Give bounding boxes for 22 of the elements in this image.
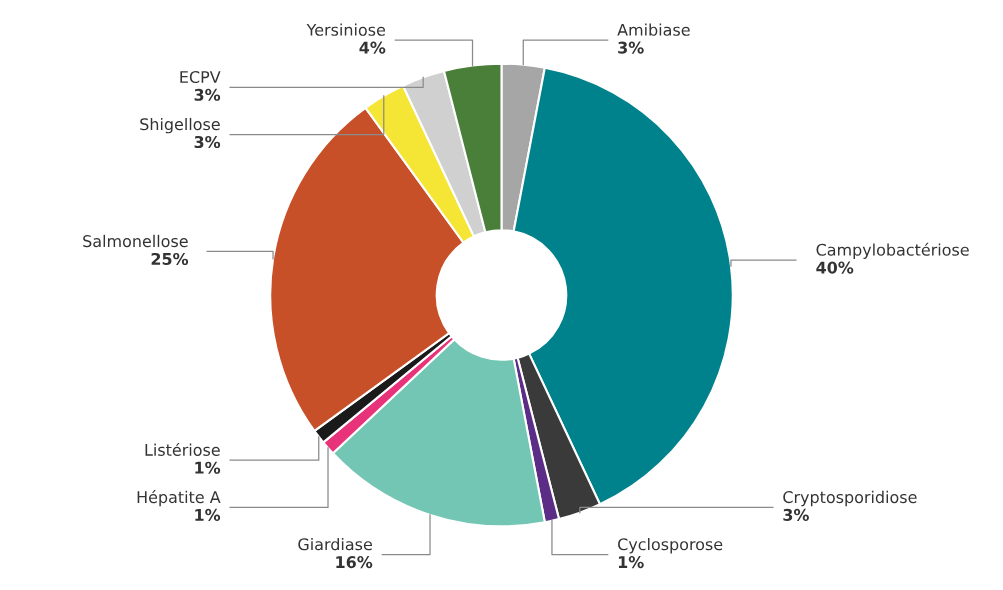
data-label: 3% [194,88,221,101]
data-label: 1% [618,556,644,569]
data-label: 3% [783,508,809,521]
data-label: 3% [618,41,644,54]
data-label: 1% [195,461,221,474]
data-label: 16% [336,556,373,569]
slice-label: Listériose [145,442,220,456]
slice-label: ECPV [180,70,221,84]
data-label: 3% [194,135,221,149]
slice-label: Cryptosporidiose [783,490,917,507]
slice-label: Salmonellose [83,234,188,248]
slice-label: Cyclosporose [618,537,723,554]
slice-label: Campylobactériose [816,242,969,259]
data-label: 40% [816,261,854,274]
data-label: 4% [359,41,386,54]
slice-label: Giardiase [298,537,372,551]
slice-label: Amibiase [617,23,690,36]
slice-label: Hépatite A [137,490,221,507]
slice-label: Shigellose [140,117,220,134]
data-label: 1% [195,508,221,521]
slice-label: Yersiniose [306,23,386,36]
data-label: 25% [151,252,189,265]
